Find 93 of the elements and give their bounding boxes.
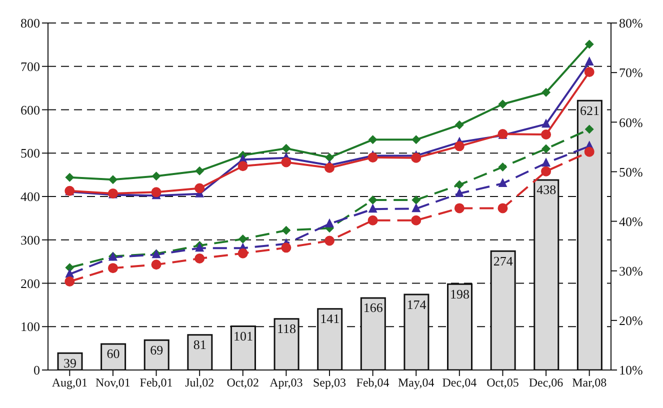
x-tick-label: Dec,04: [442, 376, 477, 390]
point: [238, 161, 248, 172]
y-tick-label: 700: [20, 58, 40, 74]
y2-tick-label: 60%: [619, 114, 643, 130]
point: [454, 141, 464, 152]
data-label: 39: [64, 355, 76, 370]
data-label: 69: [150, 342, 164, 358]
point: [152, 172, 161, 181]
x-tick-label: Oct,05: [486, 376, 519, 390]
point: [238, 248, 248, 258]
x-tick-label: Feb,01: [140, 376, 173, 390]
y-tick-label: 300: [20, 232, 40, 248]
point: [325, 152, 334, 162]
point: [498, 203, 508, 214]
y2-tick-label: 10%: [619, 362, 643, 378]
point: [498, 178, 508, 187]
x-tick-label: Feb,04: [356, 376, 390, 390]
x-tick-label: Oct,02: [226, 376, 260, 390]
point: [195, 166, 204, 176]
point: [454, 180, 464, 190]
point: [324, 162, 334, 173]
point: [368, 204, 378, 213]
point: [541, 166, 552, 176]
y-tick-label: 600: [20, 102, 40, 118]
point: [325, 218, 334, 228]
point: [281, 157, 292, 168]
point: [194, 183, 205, 194]
y2-tick-label: 50%: [619, 164, 643, 180]
y2-tick-label: 70%: [619, 65, 643, 80]
point: [368, 215, 378, 226]
point: [412, 135, 421, 144]
data-label: 60: [106, 346, 120, 362]
point: [454, 120, 464, 130]
data-label: 118: [277, 321, 296, 336]
point: [194, 254, 205, 264]
x-tick-label: Aug,01: [52, 376, 88, 390]
point: [542, 144, 551, 154]
point: [498, 162, 508, 172]
y2-tick-label: 30%: [619, 263, 643, 278]
point: [368, 135, 378, 144]
point: [584, 56, 594, 66]
x-tick-label: Apr,03: [270, 376, 303, 390]
x-tick-label: Sep,03: [313, 376, 346, 390]
point: [282, 226, 291, 235]
x-tick-label: Jul,02: [185, 376, 214, 390]
x-tick-label: Dec,06: [528, 376, 564, 390]
x-tick-label: Nov,01: [96, 376, 130, 390]
point: [324, 236, 334, 246]
point: [542, 118, 551, 128]
data-label: 621: [580, 102, 600, 118]
point: [584, 124, 594, 134]
point: [65, 172, 74, 182]
point: [108, 263, 118, 274]
y-tick-label: 100: [20, 319, 40, 334]
point: [541, 129, 552, 140]
point: [454, 188, 464, 197]
point: [368, 195, 378, 204]
point: [412, 195, 421, 204]
y-tick-label: 400: [20, 189, 40, 204]
point: [584, 146, 594, 157]
point: [151, 187, 162, 198]
point: [412, 203, 421, 212]
y-tick-label: 800: [20, 16, 40, 31]
point: [281, 242, 292, 253]
data-label: 174: [406, 296, 427, 312]
point: [542, 158, 551, 167]
point: [498, 100, 508, 109]
y2-tick-label: 80%: [619, 16, 643, 31]
data-label: 198: [450, 286, 470, 302]
data-label: 141: [320, 311, 340, 326]
data-label: 274: [493, 253, 514, 268]
point: [454, 203, 464, 214]
point: [238, 234, 248, 244]
data-label: 81: [193, 337, 206, 352]
point: [108, 175, 118, 184]
y-tick-label: 500: [20, 146, 40, 161]
y-tick-label: 200: [20, 276, 40, 291]
y2-tick-label: 40%: [619, 214, 643, 229]
point: [64, 276, 75, 287]
data-label: 438: [536, 182, 556, 198]
point: [584, 40, 594, 49]
point: [411, 215, 422, 226]
data-label: 101: [233, 328, 253, 344]
x-tick-label: May,04: [398, 376, 434, 390]
y2-tick-label: 20%: [619, 313, 643, 328]
point: [584, 67, 594, 78]
point: [151, 260, 162, 270]
y-tick-label: 0: [34, 362, 40, 378]
point: [368, 152, 378, 162]
x-tick-label: Mar,08: [572, 376, 607, 390]
data-label: 166: [363, 300, 384, 316]
point: [542, 88, 551, 97]
point: [282, 144, 291, 153]
